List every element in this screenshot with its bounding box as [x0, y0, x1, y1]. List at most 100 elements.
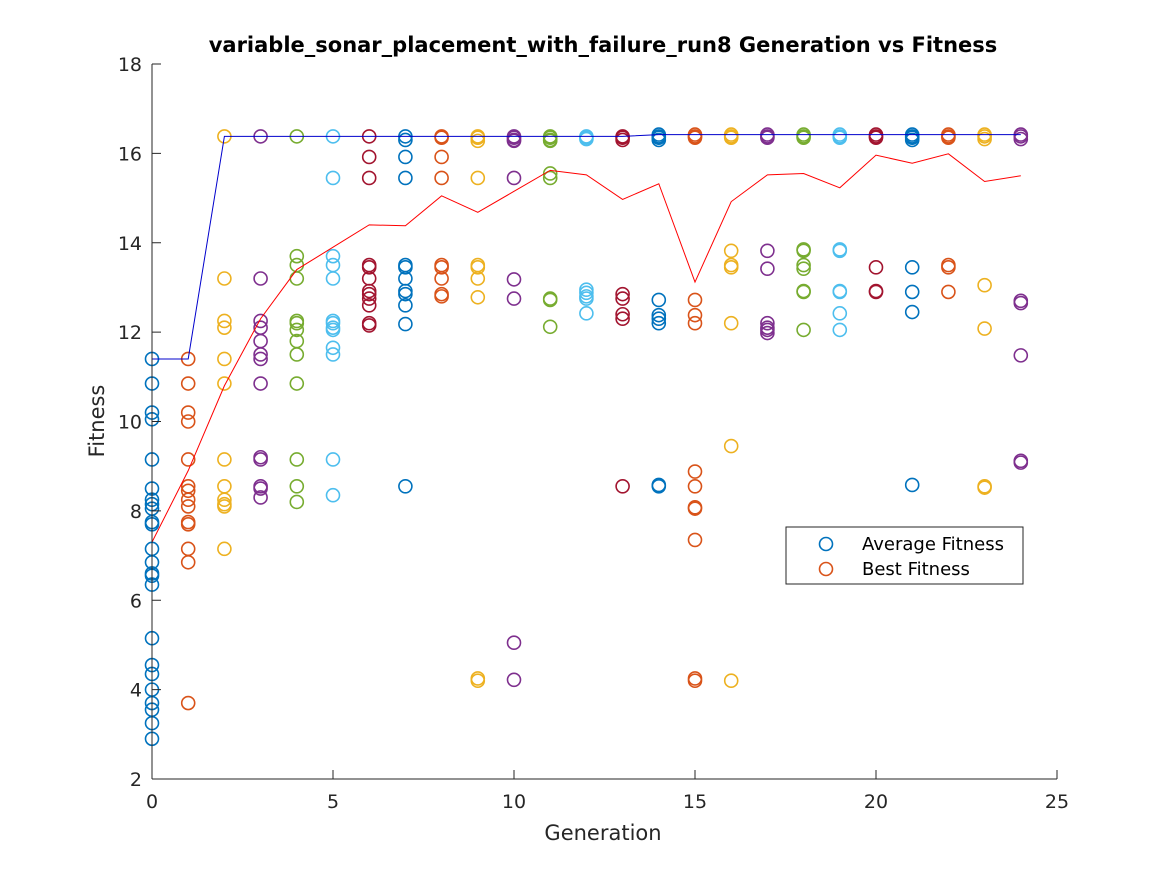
scatter-point [398, 478, 413, 494]
scatter-point [180, 499, 196, 514]
scatter-point [868, 130, 884, 146]
scatter-point [325, 347, 341, 362]
scatter-point [832, 322, 848, 338]
scatter-point [361, 149, 377, 165]
scatter-point [904, 284, 920, 300]
scatter-point [615, 478, 630, 494]
scatter-point [253, 481, 268, 496]
x-tick-label: 10 [502, 791, 526, 813]
scatter-point [289, 376, 305, 391]
scatter-point [796, 261, 811, 276]
scatter-point [832, 243, 848, 259]
scatter-point [434, 130, 449, 146]
scatter-point [180, 483, 196, 499]
scatter-point [941, 130, 956, 146]
scatter-point [253, 490, 268, 505]
scatter-point [217, 351, 232, 367]
scatter-point [651, 315, 667, 331]
scatter-point [1013, 348, 1029, 363]
scatter-point [361, 286, 377, 302]
scatter-point [796, 130, 811, 146]
scatter-point [398, 149, 413, 165]
scatter-point [470, 170, 486, 186]
scatter-point [977, 480, 992, 495]
scatter-point [325, 315, 341, 331]
scatter-point [506, 672, 522, 688]
scatter-point [361, 318, 377, 333]
legend-marker-best [818, 561, 834, 577]
scatter-point [253, 347, 268, 362]
y-tick-label: 6 [130, 590, 142, 612]
scatter-point [506, 291, 522, 306]
scatter-point [253, 376, 268, 391]
scatter-point [723, 130, 739, 146]
y-tick-label: 12 [118, 322, 142, 344]
scatter-point [289, 347, 305, 362]
scatter-point [325, 170, 341, 186]
scatter-point [470, 289, 486, 305]
scatter-point [615, 286, 630, 302]
scatter-point [361, 298, 377, 313]
x-axis-label: Generation [544, 821, 661, 845]
scatter-point [723, 243, 739, 259]
scatter-point [687, 673, 703, 688]
scatter-point [542, 319, 558, 335]
scatter-point [868, 260, 884, 275]
scatter-point [180, 376, 196, 391]
scatter-point [941, 260, 956, 275]
x-tick-label: 15 [683, 791, 707, 813]
scatter-point [434, 170, 449, 186]
scatter-point [904, 477, 920, 493]
scatter-point [1013, 295, 1029, 311]
scatter-point [579, 306, 594, 321]
scatter-point [289, 452, 305, 467]
scatter-point [325, 340, 341, 356]
scatter-point [217, 376, 232, 391]
scatter-point [760, 261, 775, 276]
scatter-point [217, 492, 232, 508]
scatter-point [687, 130, 703, 146]
scatter-point [434, 260, 449, 275]
scatter-point [542, 292, 558, 308]
scatter-point [651, 132, 667, 148]
scatter-point [760, 130, 775, 146]
scatter-point [651, 292, 667, 308]
scatter-point [217, 541, 232, 557]
scatter-point [398, 316, 413, 332]
scatter-point [1013, 455, 1029, 470]
scatter-point [723, 438, 739, 454]
scatter-point [361, 291, 377, 306]
scatter-point [289, 315, 305, 331]
scatter-point [217, 271, 232, 286]
scatter-point [615, 311, 630, 327]
scatter-point [977, 321, 992, 336]
scatter-point [796, 257, 811, 273]
scatter-point [289, 494, 305, 510]
scatter-point [796, 284, 811, 300]
scatter-point [687, 464, 703, 479]
y-tick-label: 8 [130, 501, 142, 523]
scatter-point [651, 478, 667, 494]
ticks: 0 5 10 15 20 25 2 4 6 8 10 12 14 16 18 [118, 54, 1069, 813]
scatter-point [687, 315, 703, 331]
scatter-point [361, 170, 377, 186]
scatter-point [180, 414, 196, 429]
scatter-point [434, 149, 449, 165]
scatter-point [470, 673, 486, 688]
scatter-point [325, 452, 341, 467]
scatter-point [977, 131, 992, 147]
scatter-point [615, 291, 630, 306]
y-tick-label: 2 [130, 769, 142, 791]
scatter-point [615, 132, 630, 148]
scatter-point [180, 695, 196, 711]
scatter-point [904, 260, 920, 275]
scatter-point [651, 307, 667, 323]
y-tick-label: 16 [118, 143, 142, 165]
scatter-point [977, 277, 992, 293]
scatter-point [651, 311, 667, 327]
scatter-point [289, 478, 305, 494]
scatter-point [253, 452, 268, 467]
scatter-point [398, 132, 413, 148]
